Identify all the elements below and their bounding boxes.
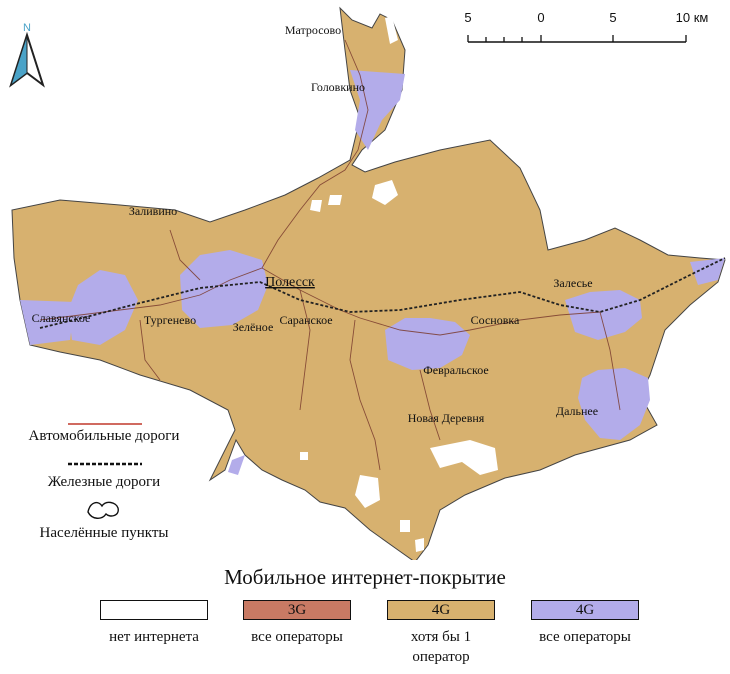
coverage-legend-title: Мобильное интернет-покрытие	[224, 565, 506, 589]
road-symbol	[68, 423, 142, 425]
railway-line	[39, 257, 726, 329]
svg-text:N: N	[23, 22, 31, 34]
roads-legend-label: Автомобильные дороги	[28, 428, 180, 444]
no-internet-zones	[300, 16, 498, 552]
no-internet-swatch	[100, 600, 208, 620]
svg-text:Залесье: Залесье	[553, 276, 592, 290]
railways-legend-label: Железные дороги	[47, 474, 161, 490]
svg-text:Зелёное: Зелёное	[233, 320, 274, 334]
coverage-map: N 5 0 5 10 км Полесск Матросово Головкин…	[9, 6, 726, 560]
city-label: Полесск	[265, 275, 315, 290]
settlement-labels: Полесск Матросово Головкино Заливино Сла…	[32, 23, 598, 425]
svg-text:Сосновка: Сосновка	[471, 313, 520, 327]
four-g-one-caption: хотя бы 1 оператор	[410, 629, 472, 665]
settlement-symbol-icon	[87, 501, 119, 519]
four-g-one-swatch: 4G	[387, 600, 495, 620]
settlements-legend-label: Населённые пункты	[39, 525, 169, 541]
svg-text:Дальнее: Дальнее	[556, 404, 598, 418]
svg-text:Матросово: Матросово	[285, 23, 341, 37]
svg-text:10 км: 10 км	[676, 10, 709, 25]
three-g-all-caption: все операторы	[251, 629, 343, 645]
north-arrow-icon: N	[9, 22, 45, 88]
svg-text:0: 0	[537, 10, 544, 25]
roads	[39, 39, 621, 471]
svg-text:Саранское: Саранское	[279, 313, 332, 327]
four-g-all-swatch: 4G	[531, 600, 639, 620]
svg-text:Славянское: Славянское	[32, 311, 91, 325]
svg-text:5: 5	[609, 10, 616, 25]
svg-text:Новая Деревня: Новая Деревня	[408, 411, 485, 425]
district-area	[11, 6, 726, 560]
svg-text:Заливино: Заливино	[129, 204, 177, 218]
svg-text:5: 5	[464, 10, 471, 25]
no-internet-caption: нет интернета	[109, 629, 199, 645]
svg-text:Головкино: Головкино	[311, 80, 365, 94]
scale-bar: 5 0 5 10 км	[464, 10, 709, 43]
svg-text:Февральское: Февральское	[423, 363, 488, 377]
three-g-all-swatch: 3G	[243, 600, 351, 620]
four-g-all-caption: все операторы	[539, 629, 631, 645]
railway-symbol	[68, 462, 142, 466]
svg-text:Тургенево: Тургенево	[144, 313, 196, 327]
